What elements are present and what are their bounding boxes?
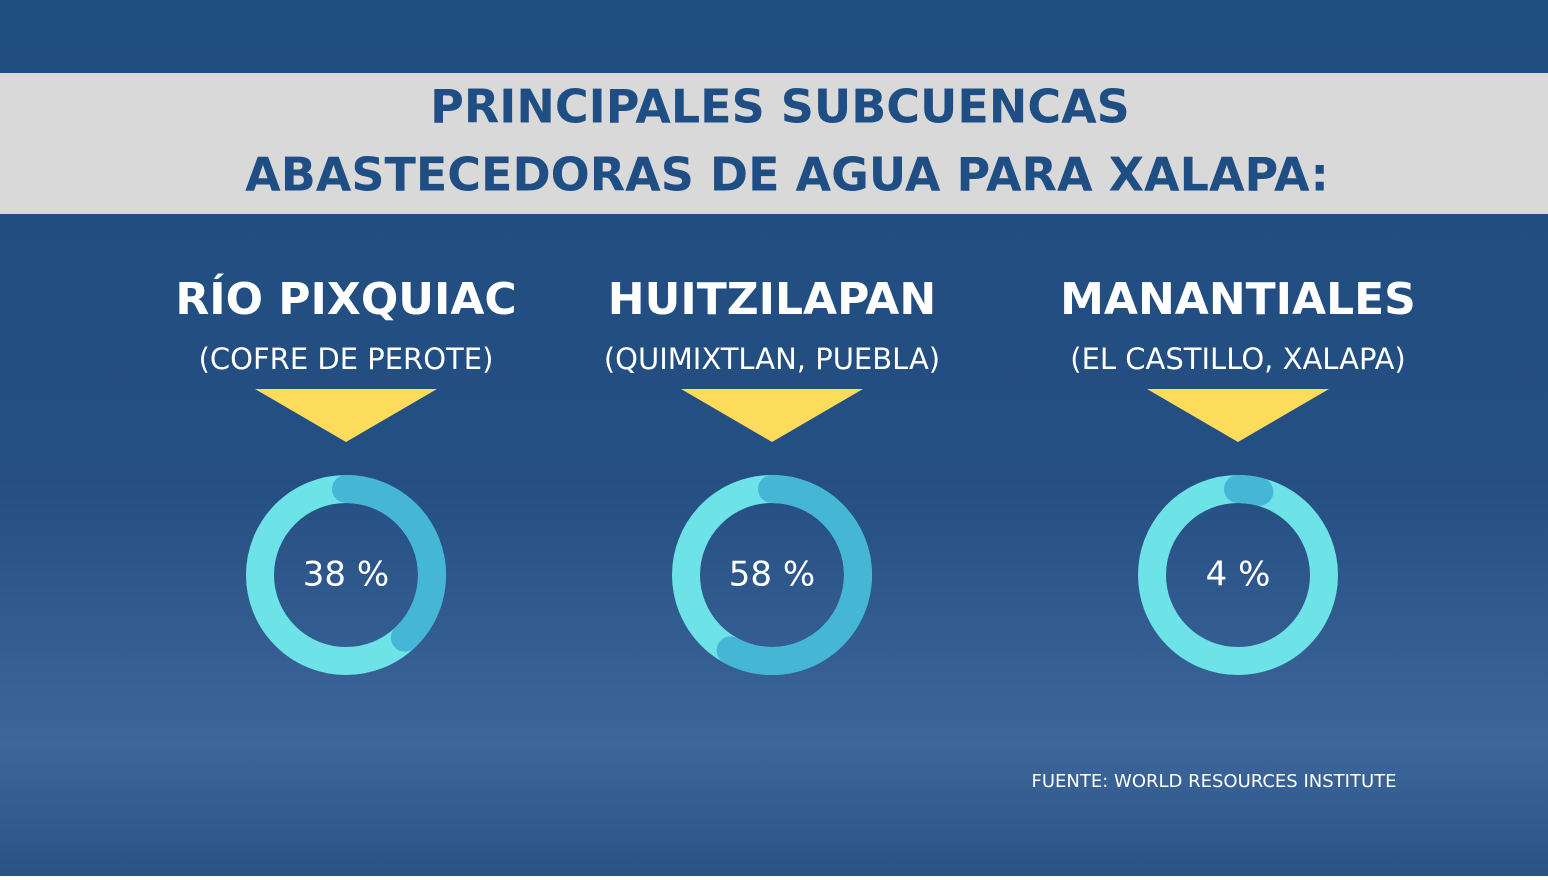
- title-line: ABASTECEDORAS DE AGUA PARA XALAPA:: [245, 148, 1329, 202]
- chart-title: RÍO PIXQUIAC: [175, 272, 516, 325]
- title-band: [0, 73, 1548, 214]
- chart-subtitle: (COFRE DE PEROTE): [199, 342, 494, 376]
- donut-arc: [716, 475, 872, 675]
- chart-subtitle: (QUIMIXTLAN, PUEBLA): [604, 342, 940, 376]
- charts: RÍO PIXQUIAC (COFRE DE PEROTE) 38 % HUITZIL…: [175, 272, 1416, 675]
- chart-subtitle: (EL CASTILLO, XALAPA): [1070, 342, 1405, 376]
- value-label: 4 %: [1206, 555, 1271, 595]
- donut-arc: [332, 475, 446, 652]
- pointer: [681, 389, 863, 442]
- value-label: 38 %: [303, 555, 389, 595]
- donut-arc: [1224, 475, 1274, 506]
- pointer: [255, 389, 437, 442]
- source: FUENTE: WORLD RESOURCES INSTITUTE: [1032, 771, 1397, 792]
- title-line: PRINCIPALES SUBCUENCAS: [430, 80, 1130, 134]
- pointer: [1147, 389, 1329, 442]
- chart-title: HUITZILAPAN: [608, 274, 936, 325]
- chart-title: MANANTIALES: [1060, 274, 1416, 325]
- value-label: 58 %: [729, 555, 815, 595]
